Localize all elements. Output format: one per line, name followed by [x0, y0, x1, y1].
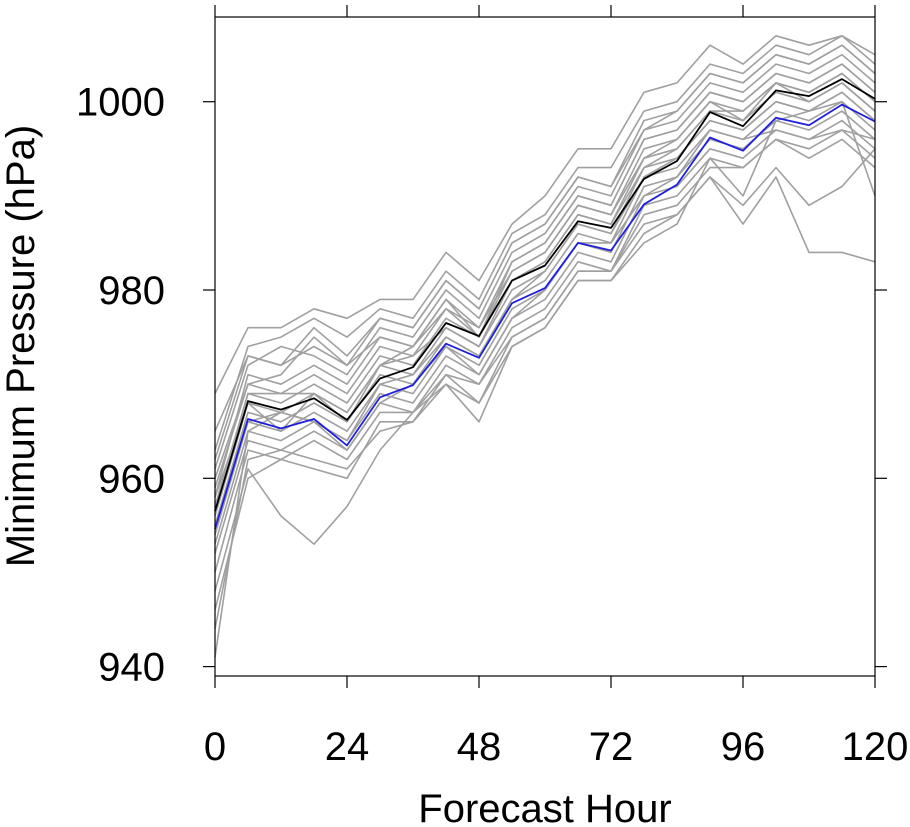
x-tick-label: 0 [204, 725, 226, 769]
y-tick-label: 980 [98, 269, 165, 313]
ensemble-member-line-7 [214, 82, 876, 507]
ensemble-member-line-20 [214, 72, 876, 507]
ensemble-member-line-11 [214, 119, 876, 545]
ensemble-member-line-12 [214, 129, 876, 554]
ensemble-member-line-16 [214, 148, 876, 630]
y-tick-label: 960 [98, 457, 165, 501]
x-axis-title: Forecast Hour [418, 787, 671, 827]
ensemble-member-line-2 [214, 34, 876, 451]
x-tick-label: 48 [457, 725, 502, 769]
plot-frame [214, 16, 876, 677]
x-tick-label: 96 [721, 725, 766, 769]
ensemble-member-line-8 [214, 91, 876, 517]
y-tick-label: 1000 [76, 81, 165, 125]
axis-ticks: 0 24 48 72 96 120 940 960 980 1000 [76, 5, 908, 769]
ensemble-member-line-4 [214, 53, 876, 470]
ensemble-member-line-15 [214, 176, 876, 611]
x-tick-label: 24 [325, 725, 370, 769]
x-tick-label: 72 [589, 725, 634, 769]
mean-line [214, 78, 876, 512]
ensemble-member-line-19 [214, 44, 876, 460]
ensemble-member-line-22 [214, 82, 876, 498]
x-tick-label: 120 [842, 725, 909, 769]
highlight-line [214, 103, 876, 530]
ensemble-member-line-17 [214, 129, 876, 658]
ensemble-member-line-9 [214, 100, 876, 526]
ensemble-member-line-18 [214, 63, 876, 479]
ensemble-member-line-1 [214, 34, 876, 394]
plot-border [214, 16, 876, 677]
series-layer [214, 34, 876, 658]
ensemble-member-line-10 [214, 110, 876, 536]
y-tick-label: 940 [98, 646, 165, 690]
ensemble-member-line-3 [214, 44, 876, 432]
y-axis-title: Minimum Pressure (hPa) [0, 125, 43, 567]
